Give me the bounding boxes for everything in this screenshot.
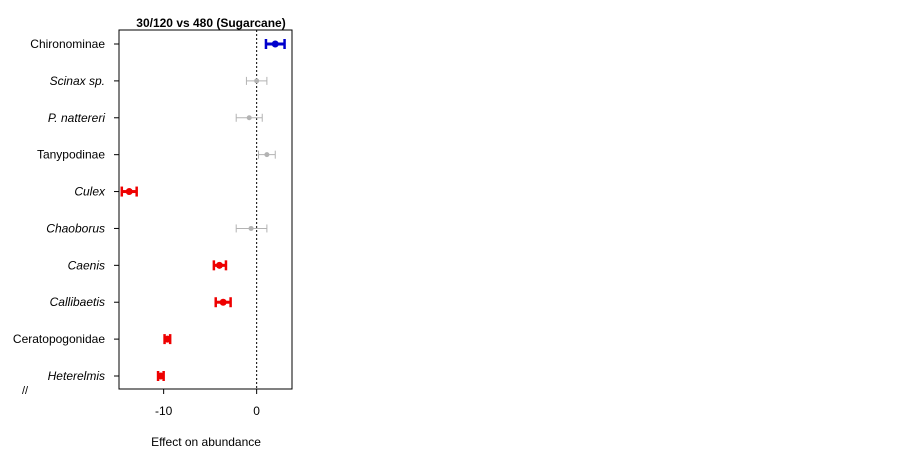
x-tick-label: -10	[155, 404, 173, 418]
estimate-point	[157, 372, 165, 380]
row-7: Callibaetis	[50, 295, 232, 309]
rows-layer: Chironominae Scinax sp. P. nattereri Tanypo…	[13, 37, 286, 383]
estimate-point	[163, 335, 171, 343]
row-6: Caenis	[68, 258, 228, 272]
y-tick-label: Callibaetis	[50, 295, 105, 309]
y-tick-label: Chaoborus	[46, 221, 105, 235]
estimate-point	[254, 78, 260, 84]
estimate-point	[219, 298, 227, 306]
row-9: Heterelmis	[48, 369, 165, 383]
estimate-point	[264, 152, 270, 158]
y-tick-label: Heterelmis	[48, 369, 105, 383]
row-8: Ceratopogonidae	[13, 332, 172, 346]
x-axis: -10 0	[155, 389, 260, 418]
x-tick-label: 0	[253, 404, 260, 418]
estimate-point	[246, 115, 252, 121]
y-tick-label: Culex	[74, 185, 106, 199]
x-axis-label: Effect on abundance	[151, 435, 261, 449]
estimate-point	[215, 261, 223, 269]
y-tick-label: Scinax sp.	[50, 74, 105, 88]
axis-break-mark: //	[22, 385, 29, 397]
y-tick-label: Caenis	[68, 258, 105, 272]
row-3: Tanypodinae	[37, 148, 276, 162]
estimate-point	[125, 188, 133, 196]
estimate-point	[271, 40, 279, 48]
row-5: Chaoborus	[46, 221, 268, 235]
row-4: Culex	[74, 185, 138, 199]
y-tick-label: Tanypodinae	[37, 148, 105, 162]
y-tick-label: Ceratopogonidae	[13, 332, 105, 346]
row-1: Scinax sp.	[50, 74, 268, 88]
chart-title: 30/120 vs 480 (Sugarcane)	[136, 16, 285, 30]
row-0: Chironominae	[30, 37, 286, 51]
estimate-point	[248, 225, 254, 231]
plot-frame	[118, 29, 293, 390]
y-tick-label: Chironominae	[30, 37, 105, 51]
row-2: P. nattereri	[48, 111, 263, 125]
y-tick-label: P. nattereri	[48, 111, 105, 125]
